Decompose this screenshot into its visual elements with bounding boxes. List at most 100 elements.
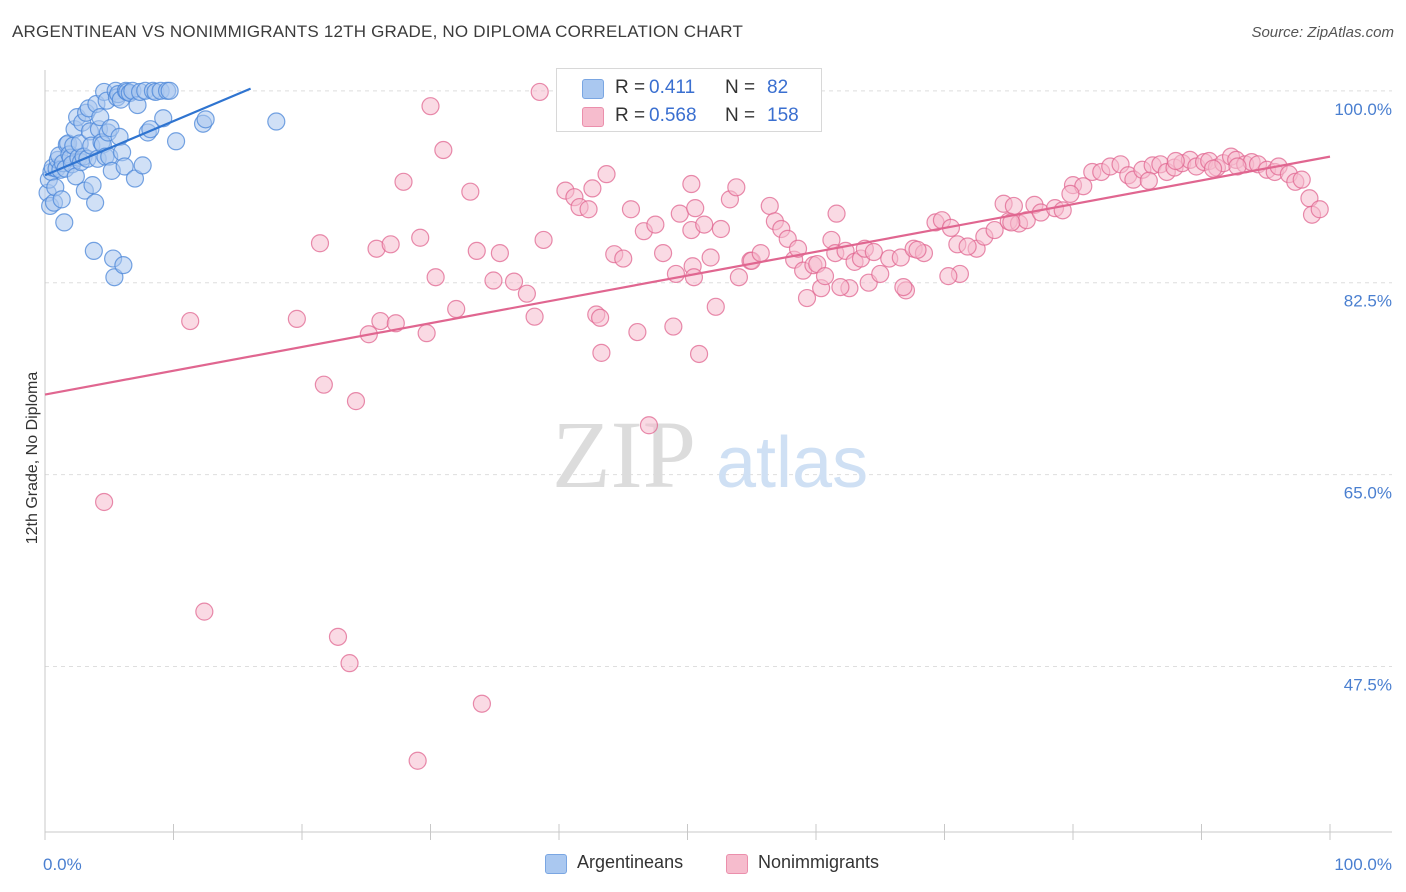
legend-swatch-pink <box>582 107 604 127</box>
nonimmigrant-point <box>684 268 704 287</box>
nonimmigrant-point <box>1203 159 1223 178</box>
y-tick-label: 47.5% <box>1344 675 1392 694</box>
nonimmigrant-point <box>815 267 835 286</box>
nonimmigrant-point <box>592 343 611 362</box>
argentinean-point <box>154 109 173 128</box>
nonimmigrant-point <box>386 314 405 333</box>
argentinean-point <box>84 241 103 261</box>
nonimmigrant-point <box>894 277 913 297</box>
nonimmigrant-point <box>670 204 689 223</box>
bottom-legend-swatch-pink <box>726 854 748 874</box>
series-argentineans <box>38 81 286 287</box>
nonimmigrant-point <box>95 492 114 512</box>
gridlines <box>45 90 1392 667</box>
regression-lines <box>44 87 1331 396</box>
x-tick-label: 0.0% <box>43 855 82 874</box>
nonimmigrant-point <box>760 196 779 216</box>
argentinean-point <box>166 132 186 151</box>
nonimmigrant-point <box>788 239 808 258</box>
nonimmigrant-point <box>417 324 436 343</box>
nonimmigrant-point <box>534 230 553 250</box>
nonimmigrant-point <box>504 272 524 291</box>
nonimmigrant-point <box>639 416 659 435</box>
nonimmigrant-point <box>346 392 366 411</box>
nonimmigrant-point <box>891 248 910 267</box>
nonimmigrant-point <box>314 375 333 394</box>
nonimmigrant-point <box>711 219 731 239</box>
nonimmigrant-point <box>195 602 214 621</box>
nonimmigrant-point <box>1002 213 1021 232</box>
axes <box>44 70 1392 840</box>
nonimmigrant-point <box>421 97 440 116</box>
argentinean-point <box>86 193 105 212</box>
argentinean-point <box>55 213 74 232</box>
bottom-legend-label: Nonimmigrants <box>758 852 880 872</box>
nonimmigrant-point <box>408 751 427 770</box>
nonimmigrant-trend-line <box>44 155 1331 396</box>
nonimmigrant-point <box>467 241 486 261</box>
nonimmigrant-point <box>525 307 544 326</box>
legend-r-value: 0.411 <box>649 77 696 98</box>
legend-row-argentineans: R = 0.411 N = 82 <box>557 75 821 101</box>
argentinean-point <box>115 157 134 176</box>
nonimmigrant-point <box>1166 151 1185 171</box>
nonimmigrant-point <box>621 200 641 219</box>
nonimmigrant-point <box>484 271 503 290</box>
nonimmigrant-point <box>530 82 549 102</box>
nonimmigrant-point <box>614 249 633 268</box>
nonimmigrant-point <box>287 309 306 328</box>
nonimmigrant-point <box>181 311 200 331</box>
bottom-legend-swatch-blue <box>545 854 567 874</box>
legend-r-value: 0.568 <box>649 105 697 126</box>
nonimmigrant-point <box>653 243 673 263</box>
y-tick-label: 100.0% <box>1334 100 1392 119</box>
nonimmigrant-point <box>729 268 749 287</box>
nonimmigrant-point <box>686 199 705 218</box>
nonimmigrant-point <box>381 235 400 254</box>
nonimmigrant-point <box>371 311 390 331</box>
nonimmigrant-point <box>682 174 701 194</box>
legend-r-label: R = <box>615 77 646 98</box>
nonimmigrant-point <box>646 215 665 234</box>
legend-n-label: N = <box>725 77 756 98</box>
nonimmigrant-point <box>597 165 616 184</box>
nonimmigrant-point <box>472 694 491 713</box>
y-axis-label: 12th Grade, No Diploma <box>24 372 41 545</box>
nonimmigrant-point <box>831 277 850 297</box>
nonimmigrant-point <box>340 654 359 673</box>
nonimmigrant-point <box>689 344 709 364</box>
y-tick-label: 65.0% <box>1344 484 1392 503</box>
nonimmigrant-point <box>958 237 977 256</box>
nonimmigrant-point <box>797 288 817 308</box>
nonimmigrant-point <box>1139 171 1158 190</box>
nonimmigrant-point <box>461 182 480 201</box>
stats-legend: R = 0.411 N = 82 R = 0.568 N = 158 <box>556 68 822 132</box>
bottom-legend-label: Argentineans <box>577 852 684 872</box>
nonimmigrant-point <box>310 234 330 253</box>
nonimmigrant-point <box>871 264 890 284</box>
argentinean-point <box>133 156 152 175</box>
nonimmigrant-point <box>864 242 883 262</box>
argentinean-point <box>52 190 71 209</box>
legend-n-value: 158 <box>767 105 799 126</box>
nonimmigrant-point <box>751 243 770 263</box>
argentinean-point <box>196 110 215 129</box>
legend-n-value: 82 <box>767 77 789 98</box>
nonimmigrant-point <box>701 248 720 267</box>
x-tick-labels: 0.0% 100.0% <box>43 855 1392 874</box>
nonimmigrant-point <box>1228 157 1247 176</box>
nonimmigrant-point <box>490 243 509 263</box>
nonimmigrant-point <box>517 284 536 303</box>
nonimmigrant-point <box>827 204 846 223</box>
nonimmigrant-point <box>1061 184 1080 203</box>
argentinean-point <box>105 268 124 287</box>
source-credit: Source: ZipAtlas.com <box>1251 24 1394 41</box>
argentinean-point <box>83 176 102 195</box>
legend-r-label: R = <box>615 105 646 126</box>
chart-title: ARGENTINEAN VS NONIMMIGRANTS 12TH GRADE,… <box>12 22 744 41</box>
nonimmigrant-point <box>426 268 445 287</box>
nonimmigrant-point <box>1310 200 1329 219</box>
nonimmigrant-point <box>985 220 1004 240</box>
nonimmigrant-point <box>695 215 714 234</box>
